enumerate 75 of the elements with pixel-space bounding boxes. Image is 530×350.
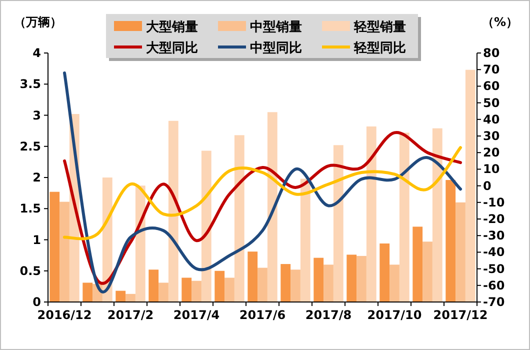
y2-tick-label: -20 bbox=[483, 212, 505, 226]
y2-tick-label: -10 bbox=[483, 195, 505, 210]
y-tick-label: 4 bbox=[32, 46, 41, 60]
bar bbox=[432, 128, 442, 302]
bar bbox=[356, 256, 366, 302]
bar bbox=[192, 280, 202, 302]
bar bbox=[82, 282, 93, 302]
x-tick-label: 2017/4 bbox=[173, 308, 220, 322]
y2-tick-label: -70 bbox=[483, 295, 505, 309]
bar bbox=[182, 278, 192, 302]
legend-label: 大型同比 bbox=[146, 41, 198, 56]
bar bbox=[366, 126, 376, 302]
bar bbox=[380, 243, 390, 302]
bar bbox=[234, 135, 244, 302]
y2-tick-label: 60 bbox=[483, 79, 500, 94]
y2-tick-label: 50 bbox=[483, 96, 500, 110]
y2-tick-label: -50 bbox=[483, 262, 505, 276]
y2-tick-label: -60 bbox=[483, 278, 505, 292]
bar bbox=[300, 178, 310, 302]
bar bbox=[446, 180, 456, 302]
bar bbox=[280, 264, 291, 302]
bar bbox=[60, 202, 70, 302]
bar bbox=[412, 226, 423, 302]
x-tick-label: 2017/10 bbox=[367, 308, 422, 322]
bar bbox=[324, 264, 334, 302]
bar bbox=[148, 270, 159, 302]
y-axis-title: （万辆） bbox=[14, 15, 62, 29]
bar bbox=[399, 132, 410, 302]
y2-tick-label: 80 bbox=[483, 46, 500, 60]
y-tick-label: 0.5 bbox=[20, 264, 41, 278]
y2-axis-title: （%） bbox=[482, 15, 518, 29]
legend-label: 中型销量 bbox=[250, 20, 302, 35]
x-tick-label: 2017/8 bbox=[305, 308, 352, 322]
y2-tick-label: -30 bbox=[483, 228, 505, 243]
x-tick-label: 2017/12 bbox=[433, 308, 488, 322]
bar bbox=[456, 202, 466, 302]
bar bbox=[267, 112, 278, 302]
y-tick-label: 2.5 bbox=[20, 139, 41, 154]
y2-tick-label: 40 bbox=[483, 112, 500, 126]
y2-tick-label: 20 bbox=[483, 146, 500, 160]
y-tick-label: 2 bbox=[32, 170, 41, 184]
x-tick-label: 2017/2 bbox=[107, 308, 154, 322]
y-tick-label: 1 bbox=[32, 232, 41, 247]
y2-tick-label: 0 bbox=[483, 178, 492, 193]
bar bbox=[116, 290, 126, 302]
bar bbox=[224, 278, 234, 302]
bar bbox=[465, 70, 476, 302]
bar bbox=[126, 294, 136, 302]
bar bbox=[50, 192, 60, 302]
bar bbox=[346, 254, 357, 302]
x-tick-label: 2017/6 bbox=[239, 308, 286, 322]
y2-tick-label: -40 bbox=[483, 245, 505, 260]
bar bbox=[248, 252, 258, 302]
y-tick-label: 3 bbox=[32, 108, 41, 122]
bar bbox=[168, 120, 178, 302]
y2-tick-label: 30 bbox=[483, 129, 500, 143]
bar bbox=[290, 270, 300, 302]
bar bbox=[333, 145, 344, 302]
legend-label: 轻型销量 bbox=[353, 20, 406, 35]
bar bbox=[258, 268, 268, 302]
legend-label: 轻型同比 bbox=[353, 41, 406, 56]
bar bbox=[314, 258, 324, 302]
y-tick-label: 3.5 bbox=[20, 77, 41, 92]
bar bbox=[201, 150, 212, 302]
y-tick-label: 0 bbox=[32, 295, 41, 309]
y2-tick-label: 70 bbox=[483, 62, 500, 77]
y-tick-label: 1.5 bbox=[20, 202, 41, 216]
legend-label: 大型销量 bbox=[146, 20, 198, 35]
bar bbox=[214, 270, 225, 302]
x-tick-label: 2016/12 bbox=[37, 308, 92, 322]
y2-tick-label: 10 bbox=[483, 162, 500, 176]
bar bbox=[390, 264, 400, 302]
bar bbox=[422, 242, 432, 302]
legend-label: 中型同比 bbox=[250, 41, 302, 56]
bar bbox=[158, 282, 168, 302]
